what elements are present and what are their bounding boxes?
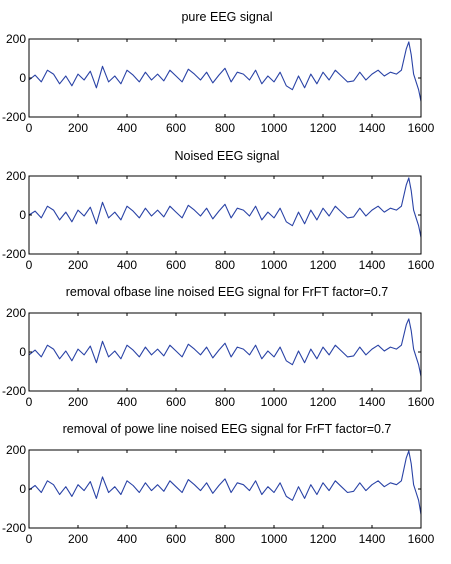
x-tick-label: 1600 [408,121,435,135]
y-tick-label: 0 [19,71,26,85]
x-tick-label: 1200 [310,121,337,135]
chart-panel-baseline-removal: removal ofbase line noised EEG signal fo… [2,285,435,409]
plot-frame [28,312,422,392]
x-tick-label: 600 [166,121,186,135]
y-tick-label: 200 [6,443,26,457]
y-tick-label: -200 [2,247,26,261]
x-tick-label: 400 [117,395,137,409]
x-tick-label: 1400 [359,395,386,409]
chart-panel-pure-eeg: pure EEG signal 0 200 400 600 800 1000 1200 140… [2,10,435,135]
x-tick-label: 800 [215,395,235,409]
x-tick-label: 600 [166,258,186,272]
x-tick-label: 1600 [408,258,435,272]
x-tick-label: 800 [215,532,235,546]
x-tick-label: 400 [117,258,137,272]
plot-frame [28,38,422,118]
x-tick-label: 1000 [261,395,288,409]
x-tick-label: 800 [215,121,235,135]
x-tick-label: 200 [68,532,88,546]
x-tick-label: 1200 [310,395,337,409]
x-tick-label: 1200 [310,532,337,546]
y-tick-label: 0 [19,208,26,222]
x-tick-label: 1200 [310,258,337,272]
y-tick-label: 0 [19,482,26,496]
x-tick-label: 1000 [261,258,288,272]
plot-frame [28,449,422,529]
x-tick-label: 1400 [359,258,386,272]
y-tick-label: 0 [19,345,26,359]
y-tick-label: -200 [2,384,26,398]
chart-title: pure EEG signal [181,10,272,24]
x-tick-label: 1000 [261,121,288,135]
x-tick-label: 0 [26,532,33,546]
x-tick-label: 600 [166,395,186,409]
y-tick-label: -200 [2,110,26,124]
x-tick-label: 1000 [261,532,288,546]
y-tick-label: 200 [6,306,26,320]
x-tick-label: 800 [215,258,235,272]
eeg-signal-line [28,41,422,102]
x-tick-label: 400 [117,121,137,135]
chart-title: Noised EEG signal [175,149,280,163]
x-tick-label: 1400 [359,121,386,135]
chart-title: removal ofbase line noised EEG signal fo… [66,285,389,299]
x-tick-label: 200 [68,258,88,272]
y-tick-label: 200 [6,169,26,183]
x-tick-label: 0 [26,395,33,409]
x-tick-label: 200 [68,121,88,135]
x-tick-label: 600 [166,532,186,546]
y-tick-label: -200 [2,521,26,535]
x-tick-label: 200 [68,395,88,409]
x-tick-label: 0 [26,258,33,272]
chart-title: removal of powe line noised EEG signal f… [63,422,392,436]
x-tick-label: 400 [117,532,137,546]
y-tick-label: 200 [6,32,26,46]
eeg-signal-line [28,177,422,238]
chart-panel-powerline-removal: removal of powe line noised EEG signal f… [2,422,435,546]
plot-frame [28,175,422,255]
x-tick-label: 1600 [408,395,435,409]
x-tick-label: 1600 [408,532,435,546]
x-tick-label: 0 [26,121,33,135]
x-tick-label: 1400 [359,532,386,546]
eeg-signal-line [28,318,422,377]
eeg-signal-line [28,450,422,515]
chart-panel-noised-eeg: Noised EEG signal 0 200 400 600 800 1000 1200 1… [2,149,435,272]
